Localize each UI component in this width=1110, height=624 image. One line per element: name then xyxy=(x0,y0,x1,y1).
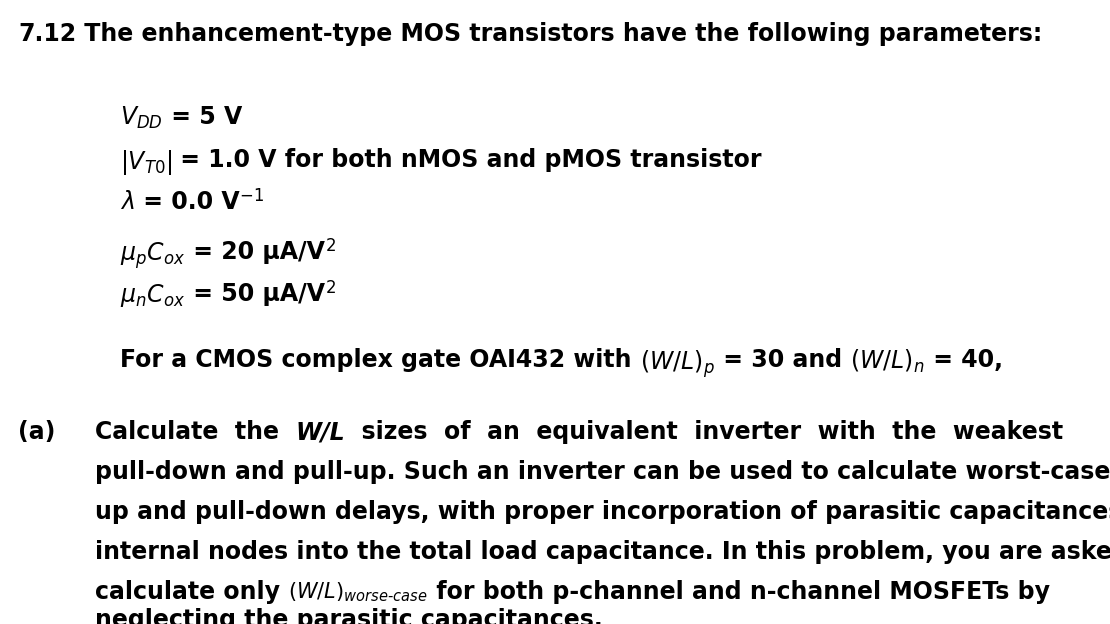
Text: = 50 μA/V: = 50 μA/V xyxy=(185,282,325,306)
Text: neglecting the parasitic capacitances.: neglecting the parasitic capacitances. xyxy=(95,608,603,624)
Text: for both p-channel and n-channel MOSFETs by: for both p-channel and n-channel MOSFETs… xyxy=(427,580,1050,604)
Text: $^2$: $^2$ xyxy=(325,282,336,306)
Text: $|V_{T0}|$: $|V_{T0}|$ xyxy=(120,148,172,177)
Text: (a): (a) xyxy=(18,420,56,444)
Text: $\lambda$: $\lambda$ xyxy=(120,190,134,214)
Text: $\mu_p C_{ox}$: $\mu_p C_{ox}$ xyxy=(120,240,185,271)
Text: = 30 and: = 30 and xyxy=(715,348,850,372)
Text: $(W/L)_{worse\text{-}case}$: $(W/L)_{worse\text{-}case}$ xyxy=(289,580,427,603)
Text: up and pull-down delays, with proper incorporation of parasitic capacitances at: up and pull-down delays, with proper inc… xyxy=(95,500,1110,524)
Text: = 40,: = 40, xyxy=(925,348,1002,372)
Text: Calculate  the: Calculate the xyxy=(95,420,295,444)
Text: = 5 V: = 5 V xyxy=(163,105,242,129)
Text: $(W/L)_p$: $(W/L)_p$ xyxy=(639,348,715,379)
Text: $\mu_n C_{ox}$: $\mu_n C_{ox}$ xyxy=(120,282,185,309)
Text: $(W/L)_n$: $(W/L)_n$ xyxy=(850,348,925,375)
Text: For a CMOS complex gate OAI432 with: For a CMOS complex gate OAI432 with xyxy=(120,348,639,372)
Text: calculate only: calculate only xyxy=(95,580,289,604)
Text: W/L: W/L xyxy=(295,420,345,444)
Text: = 1.0 V for both nMOS and pMOS transistor: = 1.0 V for both nMOS and pMOS transisto… xyxy=(172,148,761,172)
Text: $^{-1}$: $^{-1}$ xyxy=(239,190,264,214)
Text: The enhancement-type MOS transistors have the following parameters:: The enhancement-type MOS transistors hav… xyxy=(77,22,1042,46)
Text: $^2$: $^2$ xyxy=(325,240,336,264)
Text: = 0.0 V: = 0.0 V xyxy=(134,190,239,214)
Text: pull-down and pull-up. Such an inverter can be used to calculate worst-case pull: pull-down and pull-up. Such an inverter … xyxy=(95,460,1110,484)
Text: internal nodes into the total load capacitance. In this problem, you are asked t: internal nodes into the total load capac… xyxy=(95,540,1110,564)
Text: 7.12: 7.12 xyxy=(18,22,77,46)
Text: $V_{DD}$: $V_{DD}$ xyxy=(120,105,163,131)
Text: sizes  of  an  equivalent  inverter  with  the  weakest: sizes of an equivalent inverter with the… xyxy=(345,420,1063,444)
Text: = 20 μA/V: = 20 μA/V xyxy=(185,240,325,264)
